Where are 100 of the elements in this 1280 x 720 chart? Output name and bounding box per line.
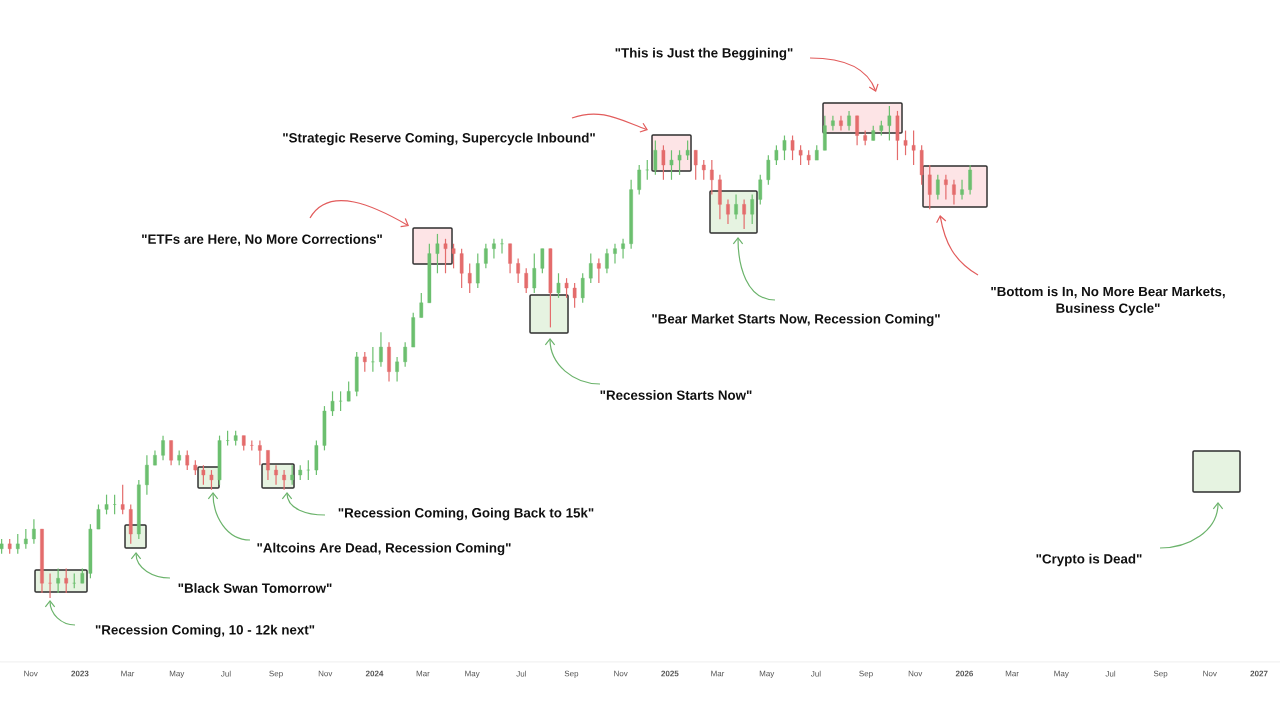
x-tick-label: Sep <box>859 670 873 678</box>
x-tick-label: 2023 <box>71 670 89 677</box>
candlestick <box>952 179 956 205</box>
candlestick <box>685 139 690 161</box>
candlestick <box>290 464 294 486</box>
candlestick <box>588 252 593 284</box>
candlestick <box>532 252 537 294</box>
candlestick <box>927 164 932 210</box>
candlestick <box>451 243 456 269</box>
candlestick <box>15 533 20 555</box>
candlestick <box>572 282 577 309</box>
candlestick <box>960 179 964 201</box>
candlestick <box>395 356 399 383</box>
x-tick-label: Nov <box>24 670 38 677</box>
x-tick-label: May <box>465 670 480 678</box>
candlestick <box>362 351 367 373</box>
candlestick <box>475 252 480 289</box>
x-tick-label: Nov <box>614 670 628 677</box>
candlestick <box>580 272 585 304</box>
candlestick <box>839 115 843 132</box>
x-tick-label: May <box>759 670 775 678</box>
candlestick <box>516 257 520 284</box>
annotation: "Crypto is Dead" <box>1036 553 1142 567</box>
candlestick <box>274 464 278 486</box>
x-tick-label: 2027 <box>1250 670 1268 677</box>
annotation: "Bear Market Starts Now, Recession Coming" <box>652 313 940 327</box>
x-tick-label: May <box>169 670 185 678</box>
x-tick-label: Sep <box>564 670 579 678</box>
candlestick <box>435 233 440 274</box>
candlestick <box>24 528 28 550</box>
x-tick-label: Mar <box>416 670 430 677</box>
candlestick <box>710 159 714 196</box>
candlestick <box>903 129 908 156</box>
candlestick <box>161 435 165 461</box>
x-tick-label: Nov <box>908 670 923 677</box>
candlestick <box>911 129 916 166</box>
candlestick <box>766 154 771 186</box>
candlestick <box>669 149 674 181</box>
candlestick <box>887 105 892 142</box>
candlestick <box>419 292 424 319</box>
candlestick <box>564 277 569 299</box>
x-tick-label: Jul <box>810 670 821 677</box>
candlestick <box>346 380 351 402</box>
candlestick <box>524 267 529 294</box>
candlestick <box>96 503 101 530</box>
candlestick <box>726 198 730 225</box>
x-tick-label: Jul <box>516 670 526 677</box>
x-tick-label: Mar <box>121 670 135 677</box>
candlestick <box>145 454 149 496</box>
candlestick <box>774 144 779 166</box>
candlestick <box>605 248 609 274</box>
candlestick <box>64 567 69 594</box>
candlestick <box>48 572 52 599</box>
candlestick <box>266 449 270 481</box>
candlestick <box>104 494 109 515</box>
x-tick-label: Nov <box>318 670 333 677</box>
candlestick <box>338 390 343 412</box>
x-tick-label: Jul <box>1105 670 1116 677</box>
text: "Recession Coming, 10 - 12k next" <box>95 624 315 638</box>
candlestick <box>597 257 601 284</box>
candlestick <box>613 243 617 265</box>
candlestick <box>467 262 472 294</box>
x-tick-label: Nov <box>1203 670 1217 677</box>
annotation: "Recession Starts Now" <box>600 390 752 400</box>
candlestick <box>693 149 698 181</box>
text: "This is Just the Beggining" <box>615 47 793 61</box>
candlestick <box>742 198 746 230</box>
candlestick <box>403 341 407 368</box>
candlestick <box>371 346 375 373</box>
candlestick <box>645 159 650 181</box>
annotation: "Recession Coming, Going Back to 15k" <box>338 507 594 521</box>
candlestick <box>112 494 117 515</box>
candlestick <box>330 390 335 417</box>
candlestick <box>185 449 190 471</box>
candlestick <box>306 459 311 481</box>
candlestick <box>443 238 448 274</box>
candlestick <box>540 248 545 274</box>
candlestick <box>637 164 642 196</box>
annotation: "Black Swan Tomorrow" <box>178 583 332 593</box>
candlestick <box>944 174 948 201</box>
candlestick <box>677 149 682 176</box>
x-tick-label: Sep <box>1153 670 1168 678</box>
candlestick <box>758 174 763 205</box>
candlestick <box>120 484 125 515</box>
x-tick-label: Jul <box>221 670 231 677</box>
annotation: "Strategic Reserve Coming, Supercycle Inbound" <box>283 132 595 146</box>
candlestick <box>831 115 835 132</box>
candlestick <box>701 159 706 181</box>
x-tick-label: May <box>1054 670 1069 678</box>
annotation: "Bottom is In, No More Bear Markets, Business Cycle" <box>991 286 1225 316</box>
candlestick <box>258 439 262 466</box>
candlestick <box>936 174 940 201</box>
annotation: "ETFs are Here, No More Corrections" <box>142 234 382 246</box>
candlestick <box>782 134 787 161</box>
candlestick <box>847 110 851 132</box>
candlestick <box>968 164 972 196</box>
candlestick <box>750 193 755 225</box>
annotation: "Altcoins Are Dead, Recession Coming" <box>257 542 511 556</box>
candlestick <box>379 331 383 368</box>
candlestick <box>500 238 504 255</box>
